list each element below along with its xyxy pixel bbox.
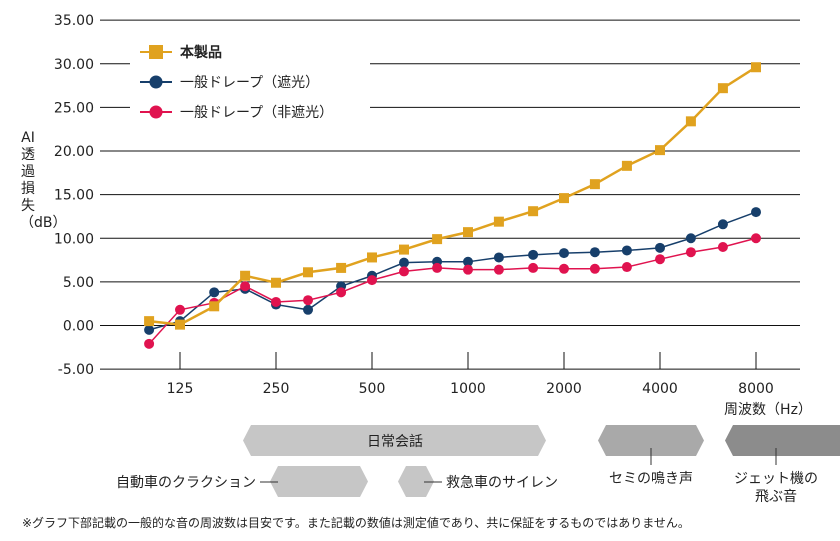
data-point <box>717 83 728 94</box>
data-point <box>717 241 728 252</box>
legend-label: 一般ドレープ（非遮光） <box>180 105 333 121</box>
legend-box <box>130 36 370 124</box>
y-tick-label: 35.00 <box>54 13 94 29</box>
data-point <box>399 266 410 277</box>
band-car-horn <box>270 466 368 497</box>
band-conversation <box>243 425 546 456</box>
data-point <box>655 254 665 265</box>
data-point <box>589 263 600 274</box>
x-tick-label: 250 <box>263 381 290 397</box>
data-point <box>463 256 473 267</box>
band-label: 飛ぶ音 <box>755 488 797 505</box>
data-point <box>144 338 155 349</box>
series-line-2 <box>148 237 757 345</box>
data-point <box>144 324 155 335</box>
y-tick-label: 10.00 <box>54 231 94 247</box>
x-tick-label: 4000 <box>642 381 678 397</box>
data-point <box>559 248 569 259</box>
data-point <box>751 207 761 218</box>
data-point <box>528 262 539 273</box>
data-point <box>589 247 600 258</box>
series-line-1 <box>148 211 757 331</box>
data-point <box>432 262 443 273</box>
data-point <box>367 275 377 286</box>
data-point <box>175 319 185 330</box>
data-point <box>240 270 251 281</box>
data-point <box>399 257 410 268</box>
data-point <box>685 233 696 244</box>
data-point <box>271 277 281 288</box>
data-point <box>303 295 314 306</box>
data-point <box>493 252 504 263</box>
footnote: ※グラフ下部記載の一般的な音の周波数は目安です。また記載の数値は測定値であり、共… <box>22 516 690 530</box>
data-point <box>685 116 696 127</box>
data-point <box>621 160 632 171</box>
y-tick-label: -5.00 <box>58 362 94 378</box>
data-point <box>463 227 473 238</box>
x-tick-label: 8000 <box>738 381 774 397</box>
data-point <box>303 267 314 278</box>
band-cicada <box>598 425 704 456</box>
data-point <box>367 252 377 263</box>
x-axis-label: 周波数（Hz） <box>724 402 812 418</box>
data-point <box>303 304 314 315</box>
data-point <box>528 249 539 260</box>
data-point <box>209 301 220 312</box>
y-tick-label: 0.00 <box>63 319 94 335</box>
band-label: 日常会話 <box>367 433 423 450</box>
data-point <box>621 262 632 273</box>
data-point <box>528 206 539 217</box>
legend-label: 一般ドレープ（遮光） <box>180 75 319 91</box>
band-label: ジェット機の <box>734 471 818 487</box>
data-point <box>655 145 665 156</box>
y-tick-label: 30.00 <box>54 57 94 73</box>
legend-label: 本製品 <box>180 44 222 61</box>
y-tick-label: 25.00 <box>54 100 94 116</box>
data-point <box>751 62 761 73</box>
data-point <box>751 233 761 244</box>
band-label: 自動車のクラクション <box>116 474 256 491</box>
data-point <box>655 242 665 253</box>
band-siren <box>398 466 434 497</box>
data-point <box>399 244 410 255</box>
data-point <box>717 219 728 230</box>
x-tick-label: 2000 <box>546 381 582 397</box>
x-tick-label: 1000 <box>450 381 486 397</box>
band-label: セミの鳴き声 <box>609 471 693 487</box>
data-point <box>144 316 155 327</box>
data-point <box>493 264 504 275</box>
data-point <box>559 193 569 204</box>
x-tick-label: 500 <box>359 381 386 397</box>
data-point <box>621 245 632 256</box>
y-tick-label: 15.00 <box>54 188 94 204</box>
legend-marker <box>149 45 163 59</box>
y-tick-label: 20.00 <box>54 144 94 160</box>
data-point <box>175 304 185 315</box>
legend-marker <box>149 105 163 119</box>
data-point <box>589 179 600 190</box>
data-point <box>463 264 473 275</box>
data-point <box>336 262 347 273</box>
band-jet <box>725 425 840 456</box>
band-label: 救急車のサイレン <box>446 474 558 491</box>
data-point <box>685 247 696 258</box>
data-point <box>240 281 251 292</box>
data-point <box>336 287 347 298</box>
data-point <box>432 234 443 245</box>
x-tick-label: 125 <box>167 381 194 397</box>
y-tick-label: 5.00 <box>63 275 94 291</box>
data-point <box>271 296 281 307</box>
legend-marker <box>149 75 163 89</box>
data-point <box>493 216 504 227</box>
data-point <box>209 287 220 298</box>
series-line-0 <box>148 66 757 326</box>
data-point <box>559 263 569 274</box>
